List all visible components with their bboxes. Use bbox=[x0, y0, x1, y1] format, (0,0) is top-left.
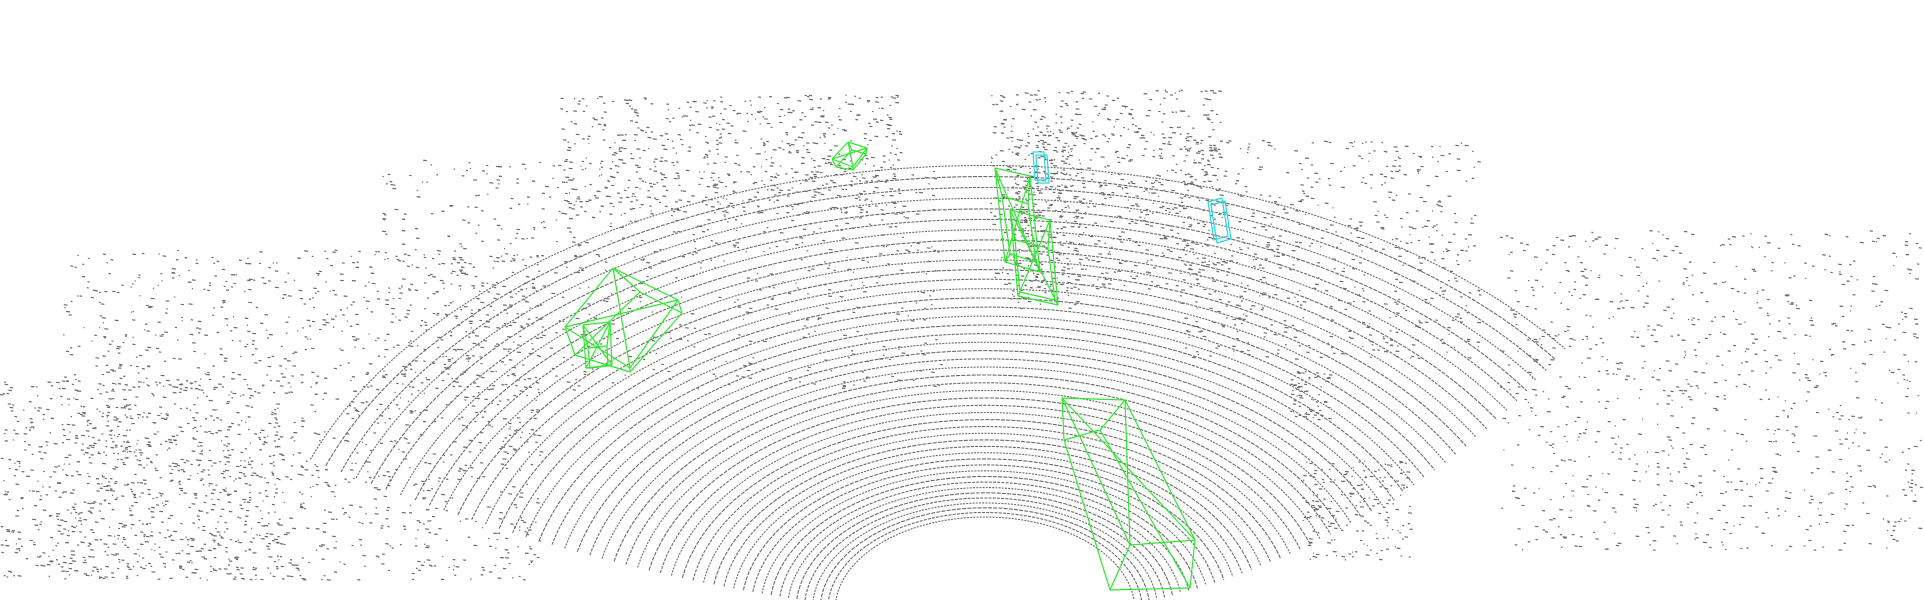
scan-ring bbox=[355, 197, 1537, 479]
scan-ring bbox=[471, 278, 1457, 520]
scan-ring bbox=[742, 458, 1225, 591]
scan-ring bbox=[340, 186, 1547, 473]
scan-ring bbox=[589, 358, 1363, 556]
scan-ring bbox=[551, 333, 1394, 545]
scan-ring bbox=[485, 288, 1446, 525]
ground-scan-rings bbox=[309, 164, 1566, 600]
scan-ring bbox=[385, 218, 1518, 490]
scan-ring bbox=[804, 497, 1166, 600]
scan-ring bbox=[637, 389, 1321, 568]
scan-ring bbox=[692, 425, 1272, 581]
scan-ring bbox=[325, 176, 1557, 466]
scan-ring bbox=[681, 419, 1281, 579]
scan-ring bbox=[796, 492, 1174, 600]
scan-ring bbox=[370, 208, 1528, 484]
scan-ring bbox=[564, 341, 1383, 549]
scan-ring bbox=[457, 269, 1467, 516]
scan-ring bbox=[670, 411, 1291, 576]
scan-ring bbox=[613, 374, 1342, 562]
scan-ring bbox=[538, 324, 1404, 542]
scan-ring bbox=[309, 164, 1566, 460]
scan-ring bbox=[812, 502, 1158, 600]
scan-ring bbox=[625, 382, 1332, 565]
scan-ring bbox=[498, 297, 1436, 529]
scan-ring bbox=[761, 470, 1207, 594]
scan-ring bbox=[648, 397, 1311, 571]
scan-ring bbox=[702, 432, 1262, 583]
scan-ring bbox=[820, 507, 1150, 600]
scan-ring bbox=[576, 350, 1373, 553]
scan-ring bbox=[400, 229, 1508, 496]
scan-ring bbox=[414, 239, 1498, 501]
scan-ring bbox=[443, 259, 1477, 511]
scan-ring bbox=[659, 404, 1301, 574]
point-clusters bbox=[0, 89, 1923, 581]
scan-ring bbox=[512, 306, 1425, 534]
scan-ring bbox=[827, 511, 1143, 600]
scan-ring bbox=[770, 475, 1198, 596]
scan-ring bbox=[733, 452, 1234, 589]
scan-ring bbox=[429, 249, 1488, 506]
scan-ring bbox=[779, 481, 1190, 597]
scan-ring bbox=[752, 464, 1216, 592]
scan-ring bbox=[835, 516, 1135, 600]
scan-ring bbox=[601, 366, 1352, 559]
scan-ring bbox=[713, 439, 1253, 585]
scan-ring bbox=[525, 315, 1415, 538]
scan-ring bbox=[787, 486, 1182, 598]
